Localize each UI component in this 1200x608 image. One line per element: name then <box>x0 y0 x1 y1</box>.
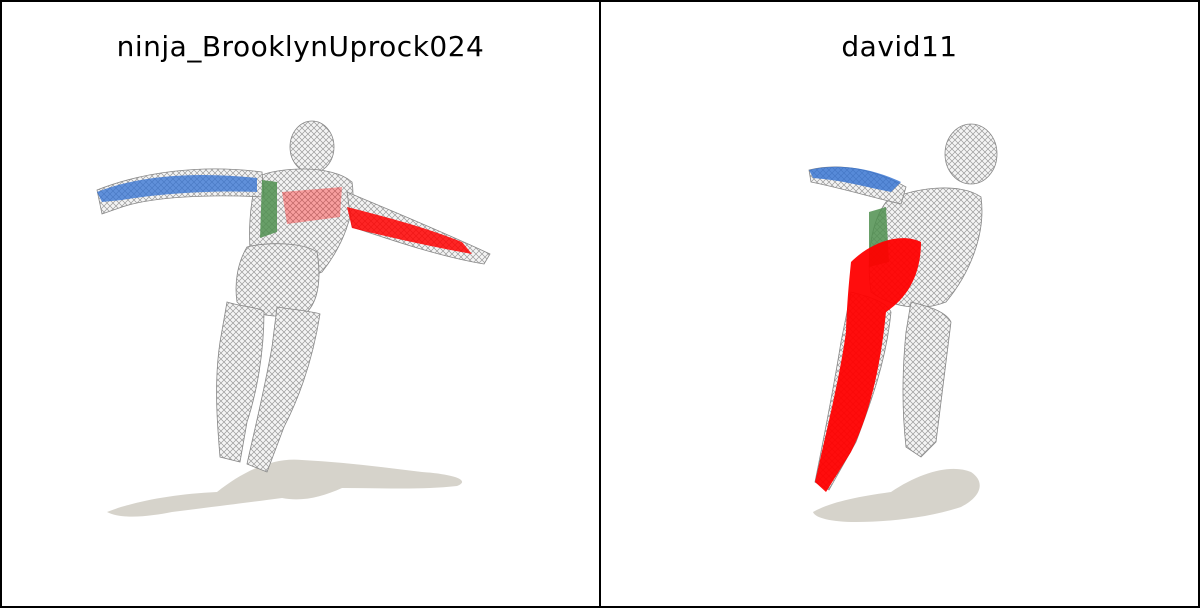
mesh-viewport[interactable] <box>601 2 1200 608</box>
panel-right[interactable]: david11 <box>600 0 1200 608</box>
ground-shadow <box>813 468 980 522</box>
mesh-figure <box>96 120 491 473</box>
panel-left[interactable]: ninja_BrooklynUprock024 <box>0 0 600 608</box>
ground-shadow <box>107 459 463 517</box>
mesh-figure <box>808 123 998 492</box>
panel-title: ninja_BrooklynUprock024 <box>116 30 485 63</box>
mesh-viewport[interactable] <box>2 2 600 608</box>
panel-title: david11 <box>841 30 958 63</box>
